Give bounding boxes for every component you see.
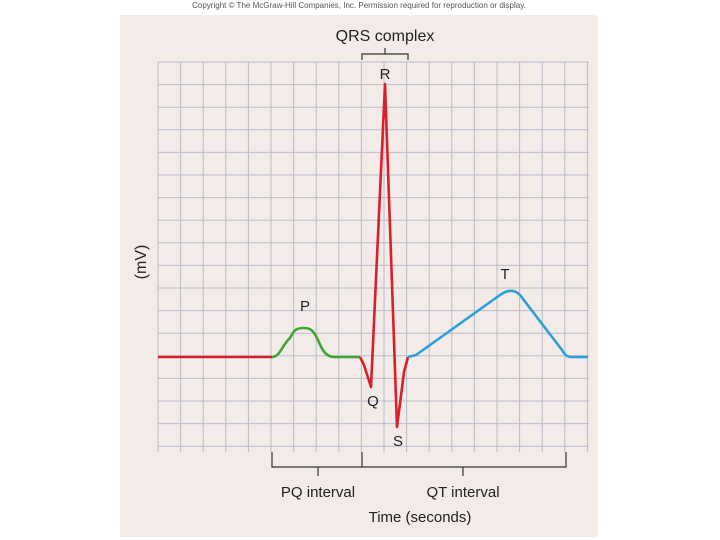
s-label: S	[393, 433, 403, 450]
x-axis-label: Time (seconds)	[369, 509, 472, 526]
t-wave	[407, 289, 588, 359]
pq-interval-label: PQ interval	[281, 484, 355, 501]
qrs-wave	[358, 82, 410, 429]
q-label: Q	[367, 393, 379, 410]
interval-brackets	[271, 452, 567, 476]
qrs-bracket	[361, 48, 409, 60]
t-label: T	[500, 266, 509, 283]
figure-panel	[120, 15, 598, 537]
y-axis-label: (mV)	[133, 245, 150, 280]
p-wave	[271, 326, 360, 359]
qt-interval-label: QT interval	[426, 484, 499, 501]
r-label: R	[380, 66, 391, 83]
p-label: P	[300, 298, 310, 315]
copyright-notice: Copyright © The McGraw-Hill Companies, I…	[192, 1, 526, 10]
qrs-complex-label: QRS complex	[336, 28, 435, 45]
